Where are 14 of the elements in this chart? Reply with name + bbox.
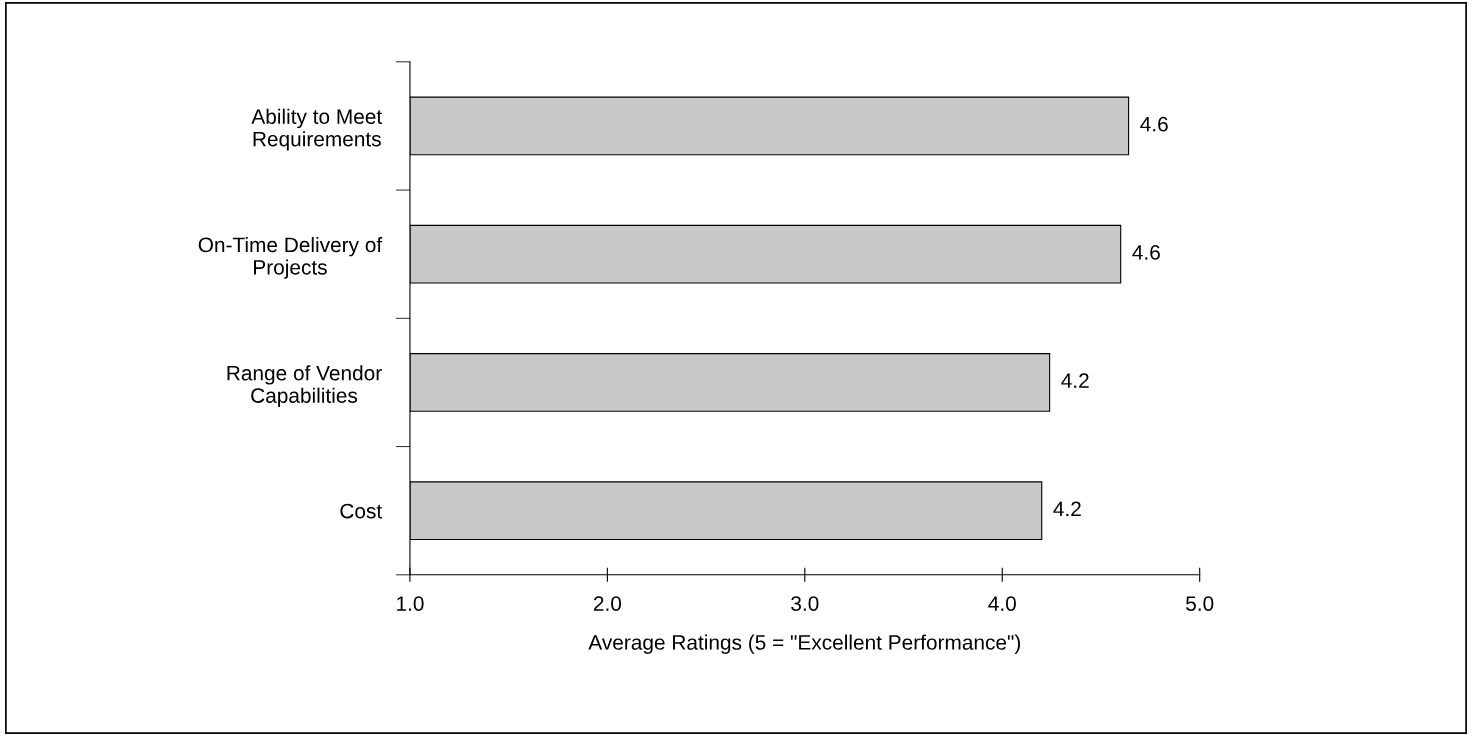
x-axis-title: Average Ratings (5 = "Excellent Performance") [588, 634, 1021, 654]
data-label: 4.6 [1140, 116, 1168, 132]
y-tick-label: Ability to Meet Requirements [251, 108, 383, 151]
y-tick-label: Cost [340, 503, 383, 519]
x-tick-label: 1.0 [397, 596, 424, 611]
y-tick-label: On-Time Delivery of Projects [198, 236, 383, 279]
data-label: 4.6 [1132, 245, 1160, 260]
data-label: 4.2 [1053, 501, 1081, 517]
x-tick-label: 4.0 [988, 596, 1016, 611]
x-tick-label: 2.0 [593, 596, 622, 611]
data-label: 4.2 [1061, 373, 1089, 388]
x-tick-label: 3.0 [791, 596, 819, 611]
x-tick-label: 5.0 [1186, 596, 1214, 611]
y-tick-label: Range of Vendor Capabilities [227, 365, 382, 408]
